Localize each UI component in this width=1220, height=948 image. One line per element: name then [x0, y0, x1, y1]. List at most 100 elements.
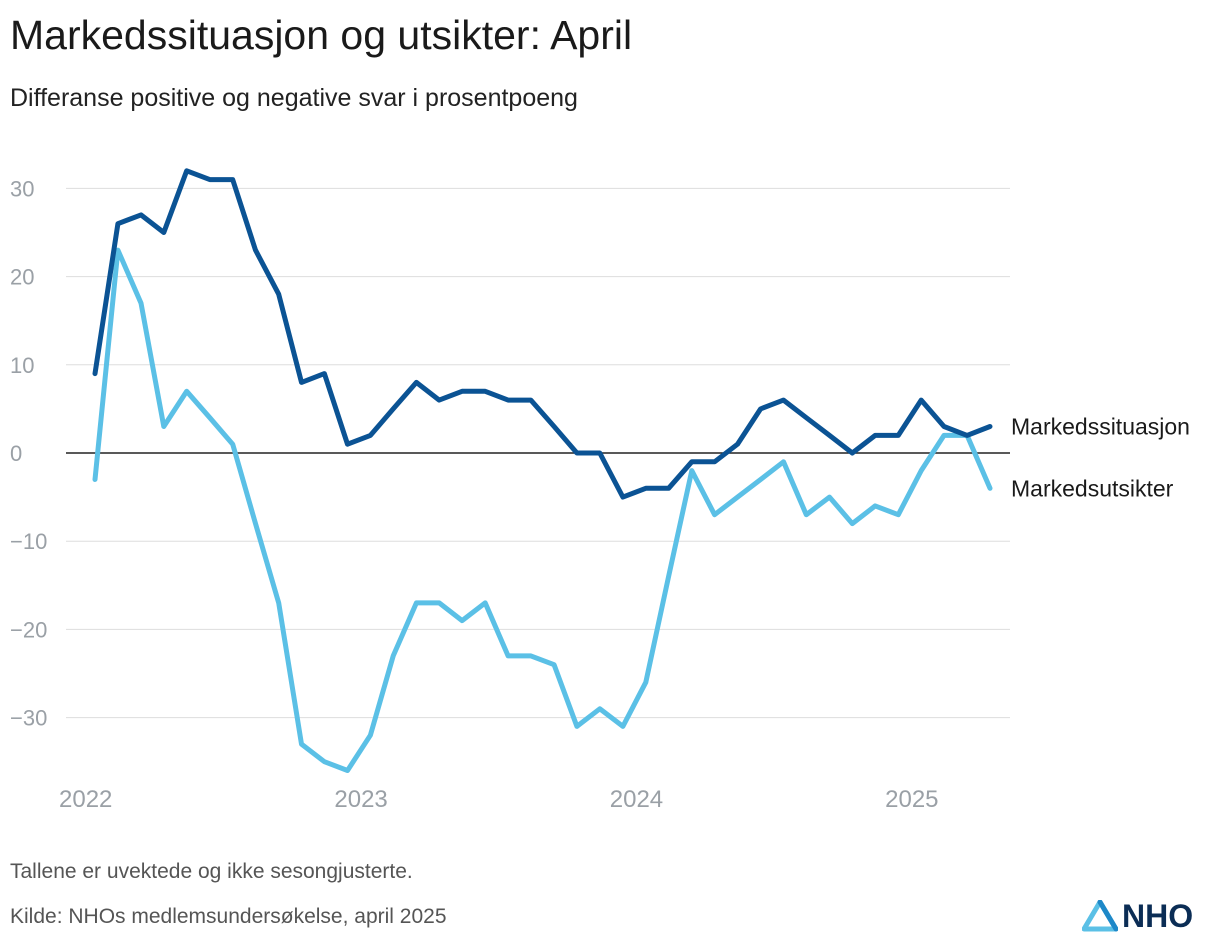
- nho-logo-text: NHO: [1122, 897, 1194, 934]
- data-point-markedssituasjon: [851, 452, 853, 454]
- data-point-markedsutsikter: [829, 496, 830, 498]
- data-point-markedsutsikter: [461, 620, 463, 622]
- y-tick-label: 0: [10, 441, 22, 466]
- data-point-markedsutsikter: [737, 496, 738, 498]
- y-tick-label: 10: [10, 353, 34, 378]
- y-axis-ticks: 30 20 10 0 −10 −20 −30: [10, 176, 47, 730]
- data-point-markedssituasjon: [369, 434, 371, 436]
- footnote: Tallene er uvektede og ikke sesongjuster…: [10, 860, 413, 883]
- data-point-markedssituasjon: [553, 426, 555, 427]
- data-point-markedssituasjon: [163, 232, 165, 233]
- data-point-markedssituasjon: [94, 373, 96, 375]
- data-point-markedsutsikter: [323, 761, 325, 763]
- data-point-markedssituasjon: [737, 443, 738, 445]
- data-point-markedsutsikter: [645, 681, 647, 683]
- data-point-markedssituasjon: [920, 399, 922, 401]
- data-point-markedsutsikter: [783, 461, 784, 463]
- data-point-markedsutsikter: [232, 443, 234, 445]
- series-label-markedsutsikter: Markedsutsikter: [1011, 475, 1174, 501]
- series-label-markedssituasjon: Markedssituasjon: [1011, 414, 1190, 440]
- source-note: Kilde: NHOs medlemsundersøkelse, april 2…: [10, 905, 447, 928]
- data-point-markedsutsikter: [140, 302, 142, 304]
- data-point-markedsutsikter: [553, 664, 555, 666]
- data-point-markedssituasjon: [255, 249, 256, 251]
- chart-title: Markedssituasjon og utsikter: April: [10, 12, 633, 58]
- data-point-markedsutsikter: [920, 470, 922, 472]
- data-point-markedsutsikter: [484, 602, 486, 604]
- data-point-markedsutsikter: [255, 523, 256, 525]
- data-point-markedsutsikter: [415, 602, 417, 604]
- x-axis-ticks: 2022 2023 2024 2025: [59, 786, 939, 813]
- data-point-markedssituasjon: [530, 399, 532, 401]
- x-tick-label: 2025: [885, 786, 938, 813]
- data-point-markedssituasjon: [760, 408, 762, 410]
- data-point-markedsutsikter: [897, 514, 899, 516]
- data-point-markedssituasjon: [461, 390, 463, 392]
- data-point-markedsutsikter: [691, 470, 693, 472]
- data-point-markedssituasjon: [668, 487, 670, 489]
- data-point-markedsutsikter: [94, 479, 96, 480]
- data-point-markedssituasjon: [691, 461, 693, 463]
- data-point-markedssituasjon: [278, 293, 280, 295]
- data-point-markedssituasjon: [507, 399, 509, 401]
- data-point-markedsutsikter: [392, 655, 394, 657]
- data-point-markedssituasjon: [347, 443, 348, 445]
- data-point-markedssituasjon: [874, 434, 876, 436]
- nho-logo-icon: [1082, 900, 1118, 932]
- data-point-markedsutsikter: [599, 708, 601, 710]
- data-point-markedssituasjon: [186, 170, 188, 172]
- data-point-markedsutsikter: [874, 505, 876, 507]
- data-point-markedsutsikter: [186, 390, 188, 392]
- series-line-markedssituasjon: [92, 168, 993, 500]
- data-point-markedssituasjon: [301, 381, 302, 383]
- data-point-markedsutsikter: [851, 523, 853, 525]
- data-point-markedssituasjon: [622, 496, 624, 498]
- data-point-markedsutsikter: [117, 249, 119, 251]
- data-point-markedssituasjon: [576, 452, 578, 454]
- series-labels: Markedssituasjon Markedsutsikter: [1011, 414, 1190, 502]
- data-point-markedssituasjon: [645, 487, 647, 489]
- data-point-markedsutsikter: [301, 743, 302, 745]
- data-point-markedssituasjon: [209, 179, 211, 181]
- grid-layer: [66, 187, 1010, 719]
- data-point-markedssituasjon: [117, 223, 119, 225]
- data-point-markedsutsikter: [209, 417, 211, 419]
- x-tick-label: 2024: [610, 786, 663, 813]
- data-point-markedssituasjon: [232, 179, 234, 181]
- y-tick-label: 30: [10, 176, 34, 201]
- x-tick-label: 2022: [59, 786, 112, 813]
- data-point-markedsutsikter: [668, 576, 670, 577]
- data-point-markedsutsikter: [507, 655, 509, 657]
- data-point-markedssituasjon: [438, 399, 440, 401]
- data-point-markedssituasjon: [415, 381, 417, 383]
- data-point-markedssituasjon: [943, 426, 945, 427]
- data-point-markedssituasjon: [966, 434, 968, 436]
- data-point-markedsutsikter: [163, 426, 165, 427]
- y-tick-label: −10: [10, 529, 47, 554]
- data-point-markedssituasjon: [714, 461, 716, 463]
- data-point-markedssituasjon: [599, 452, 601, 454]
- data-point-markedsutsikter: [278, 602, 280, 604]
- data-point-markedsutsikter: [438, 602, 440, 604]
- data-point-markedsutsikter: [347, 770, 348, 771]
- y-tick-label: −20: [10, 617, 47, 642]
- data-point-markedssituasjon: [140, 214, 142, 216]
- data-point-markedssituasjon: [897, 434, 899, 436]
- y-tick-label: −30: [10, 706, 47, 731]
- data-point-markedsutsikter: [714, 514, 716, 516]
- data-point-markedssituasjon: [829, 434, 830, 436]
- data-point-markedsutsikter: [760, 479, 762, 480]
- series-layer: [92, 168, 993, 773]
- data-point-markedssituasjon: [484, 390, 486, 392]
- data-point-markedssituasjon: [805, 417, 807, 419]
- y-tick-label: 20: [10, 265, 34, 290]
- data-point-markedsutsikter: [530, 655, 532, 657]
- data-point-markedssituasjon: [323, 373, 325, 375]
- data-point-markedsutsikter: [989, 487, 991, 489]
- data-point-markedsutsikter: [622, 725, 624, 727]
- series-line-markedsutsikter: [92, 247, 993, 773]
- data-point-markedssituasjon: [989, 426, 991, 427]
- data-point-markedsutsikter: [805, 514, 807, 516]
- data-point-markedssituasjon: [392, 408, 394, 410]
